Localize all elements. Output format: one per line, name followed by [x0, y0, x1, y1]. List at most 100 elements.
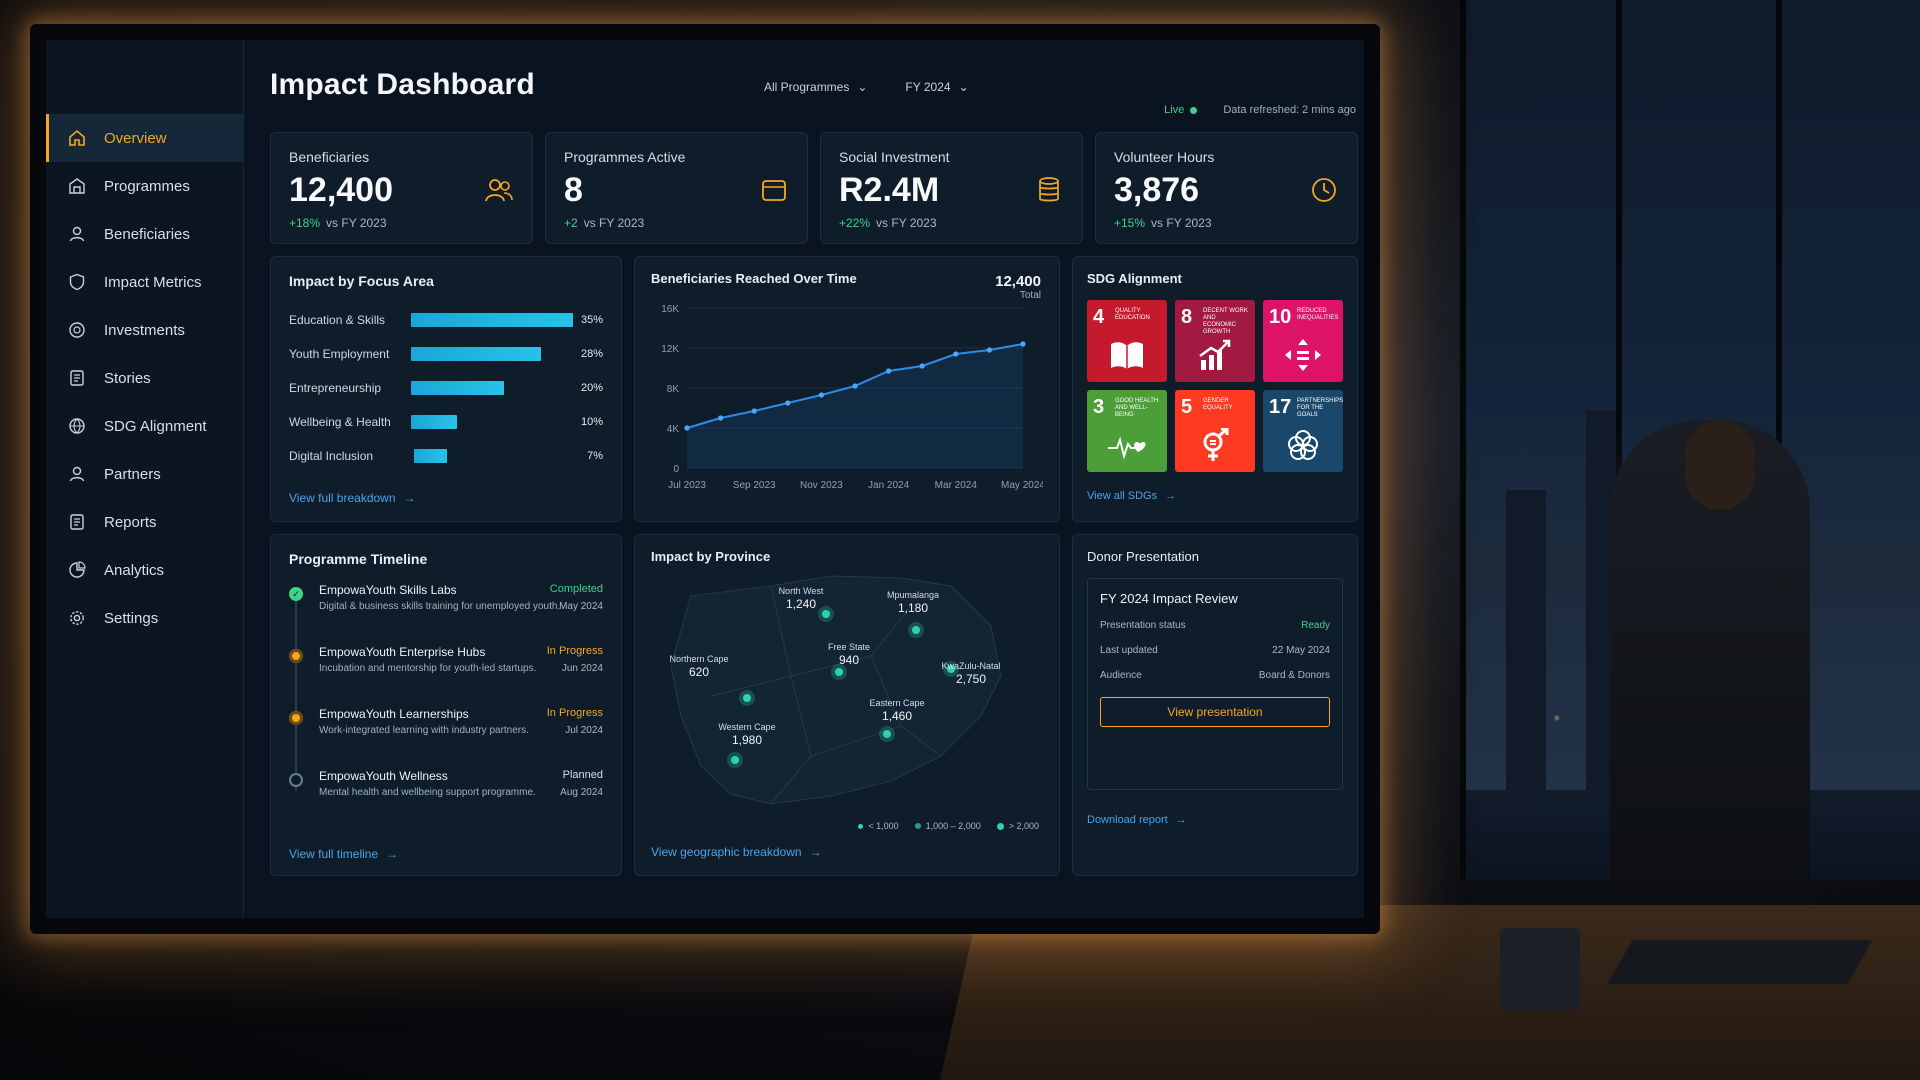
coins-stack-icon [1039, 177, 1059, 202]
presentation-status-row: Presentation status Ready [1100, 620, 1330, 631]
timeline-item[interactable]: ✓ EmpowaYouth Skills Labs Digital & busi… [289, 583, 603, 645]
notebook [1607, 940, 1873, 984]
kpi-delta: +2 [564, 216, 578, 230]
kpi-value: R2.4M [839, 171, 940, 209]
year-filter[interactable]: FY 2024 ⌄ [905, 80, 968, 94]
programme-filter-label: All Programmes [764, 80, 850, 94]
focus-bar [410, 313, 573, 327]
kpi-value: 8 [564, 171, 583, 209]
building-icon [68, 177, 86, 195]
link-label: View geographic breakdown [651, 845, 802, 859]
province-value: 620 [689, 665, 709, 679]
sdg-tile-5[interactable]: 5 Gender Equality [1175, 390, 1255, 472]
province-value: 1,180 [898, 601, 928, 615]
download-report-link[interactable]: Download report → [1087, 814, 1187, 826]
sidebar-item-programmes[interactable]: Programmes [46, 162, 243, 210]
timeline-list: ✓ EmpowaYouth Skills Labs Digital & busi… [289, 583, 603, 831]
sdg-name: Decent Work and Economic Growth [1203, 308, 1248, 335]
live-dot-icon [1190, 106, 1198, 114]
view-full-timeline-link[interactable]: View full timeline → [289, 847, 398, 861]
province-value: 940 [839, 653, 859, 667]
sidebar-item-investments[interactable]: Investments [46, 306, 243, 354]
kpi-compare-label: vs FY 2023 [1151, 216, 1212, 230]
timeline-item-name: EmpowaYouth Skills Labs [319, 583, 457, 597]
data-point [986, 347, 992, 353]
timeline-item[interactable]: EmpowaYouth Wellness Mental health and w… [289, 769, 603, 831]
timeline-item[interactable]: EmpowaYouth Enterprise Hubs Incubation a… [289, 645, 603, 707]
timeline-item-desc: Work-integrated learning with industry p… [319, 725, 529, 736]
timeline-item-name: EmpowaYouth Wellness [319, 769, 448, 783]
sdg-tile-10[interactable]: 10 Reduced Inequalities [1263, 300, 1343, 382]
kpi-card-beneficiaries[interactable]: Beneficiaries 12,400 +18% vs FY 2023 [270, 132, 533, 244]
map-marker [883, 730, 891, 738]
check-icon: ✓ [289, 587, 303, 601]
sdg-name: Reduced Inequalities [1297, 308, 1339, 321]
map-outline [670, 575, 1002, 805]
sidebar-item-overview[interactable]: Overview [46, 114, 243, 162]
status-badge: Completed [549, 583, 603, 595]
panel-title: SDG Alignment [1087, 271, 1182, 286]
page-title: Impact Dashboard [270, 68, 535, 101]
timeline-item-name: EmpowaYouth Enterprise Hubs [319, 645, 486, 659]
programme-timeline-panel: Programme Timeline ✓ EmpowaYouth Skills … [270, 534, 622, 876]
view-geographic-breakdown-link[interactable]: View geographic breakdown → [651, 845, 822, 859]
last-updated-row: Last updated 22 May 2024 [1100, 645, 1330, 656]
home-icon [68, 129, 86, 147]
kpi-compare-label: vs FY 2023 [326, 216, 387, 230]
user-icon [68, 225, 86, 243]
focus-bar-row[interactable]: Education & Skills 35% [289, 303, 603, 337]
kpi-delta: +18% [289, 216, 321, 230]
sdg-tile-8[interactable]: 8 Decent Work and Economic Growth [1175, 300, 1255, 382]
focus-bar-row[interactable]: Entrepreneurship 20% [289, 371, 603, 405]
kpi-comparison: +2 vs FY 2023 [564, 216, 789, 230]
focus-label: Digital Inclusion [289, 449, 374, 463]
focus-bar-row[interactable]: Wellbeing & Health 10% [289, 405, 603, 439]
kpi-value: 12,400 [289, 171, 393, 209]
refresh-timestamp: Data refreshed: 2 mins ago [1223, 104, 1356, 116]
sdg-tile-4[interactable]: 4 Quality Education [1087, 300, 1167, 382]
arrow-right-icon: → [403, 491, 416, 505]
view-full-breakdown-link[interactable]: View full breakdown → [289, 491, 416, 505]
timeline-item[interactable]: EmpowaYouth Learnerships Work-integrated… [289, 707, 603, 769]
line-chart[interactable]: 0 4K 8K 12K 16K Jul 2023 Sep 2023 Nov 2023 Jan 2… [651, 292, 1045, 502]
view-presentation-button[interactable]: View presentation [1100, 697, 1330, 727]
sidebar-item-sdg-alignment[interactable]: SDG Alignment [46, 402, 243, 450]
map-marker [743, 694, 751, 702]
sidebar-item-partners[interactable]: Partners [46, 450, 243, 498]
row-label: Audience [1100, 670, 1142, 681]
kpi-card-programmes-active[interactable]: Programmes Active 8 +2 vs FY 2023 [545, 132, 808, 244]
focus-bars: Education & Skills 35% Youth Employment … [289, 303, 603, 473]
timeline-item-desc: Digital & business skills training for u… [319, 601, 561, 612]
kpi-card-volunteer-hours[interactable]: Volunteer Hours 3,876 +15% vs FY 2023 [1095, 132, 1358, 244]
kpi-value: 3,876 [1114, 171, 1200, 209]
presentation-title: FY 2024 Impact Review [1100, 591, 1238, 606]
focus-bar-row[interactable]: Digital Inclusion 7% [289, 439, 603, 473]
kpi-card-social-investment[interactable]: Social Investment R2.4M +22% vs FY 2023 [820, 132, 1083, 244]
sidebar-item-reports[interactable]: Reports [46, 498, 243, 546]
people-icon [485, 179, 513, 202]
sidebar-item-beneficiaries[interactable]: Beneficiaries [46, 210, 243, 258]
panel-title: Beneficiaries Reached Over Time [651, 271, 857, 286]
link-label: View all SDGs [1087, 490, 1158, 502]
sidebar-item-settings[interactable]: Settings [46, 594, 243, 642]
sidebar-item-stories[interactable]: Stories [46, 354, 243, 402]
sdg-tile-17[interactable]: 17 Partnerships for the Goals [1263, 390, 1343, 472]
view-all-sdgs-link[interactable]: View all SDGs → [1087, 490, 1176, 502]
arrow-right-icon: → [1165, 490, 1177, 502]
focus-bar-row[interactable]: Youth Employment 28% [289, 337, 603, 371]
sidebar-item-label: Investments [104, 321, 185, 339]
sdg-name: Quality Education [1115, 308, 1150, 321]
sdg-alignment-panel: SDG Alignment 4 Quality Education 8 Dece… [1072, 256, 1358, 522]
sidebar-item-analytics[interactable]: Analytics [46, 546, 243, 594]
sdg-tile-3[interactable]: 3 Good Health and Well-Being [1087, 390, 1167, 472]
data-point [818, 392, 824, 398]
total-readout: 12,400 Total [995, 273, 1041, 301]
map-marker [947, 665, 955, 673]
programme-filter[interactable]: All Programmes ⌄ [764, 80, 867, 94]
sdg-number: 5 [1181, 396, 1193, 418]
sidebar-item-impact-metrics[interactable]: Impact Metrics [46, 258, 243, 306]
province-name: Eastern Cape [869, 698, 924, 708]
status-badge: Planned [562, 769, 603, 781]
link-label: View full breakdown [289, 491, 396, 505]
